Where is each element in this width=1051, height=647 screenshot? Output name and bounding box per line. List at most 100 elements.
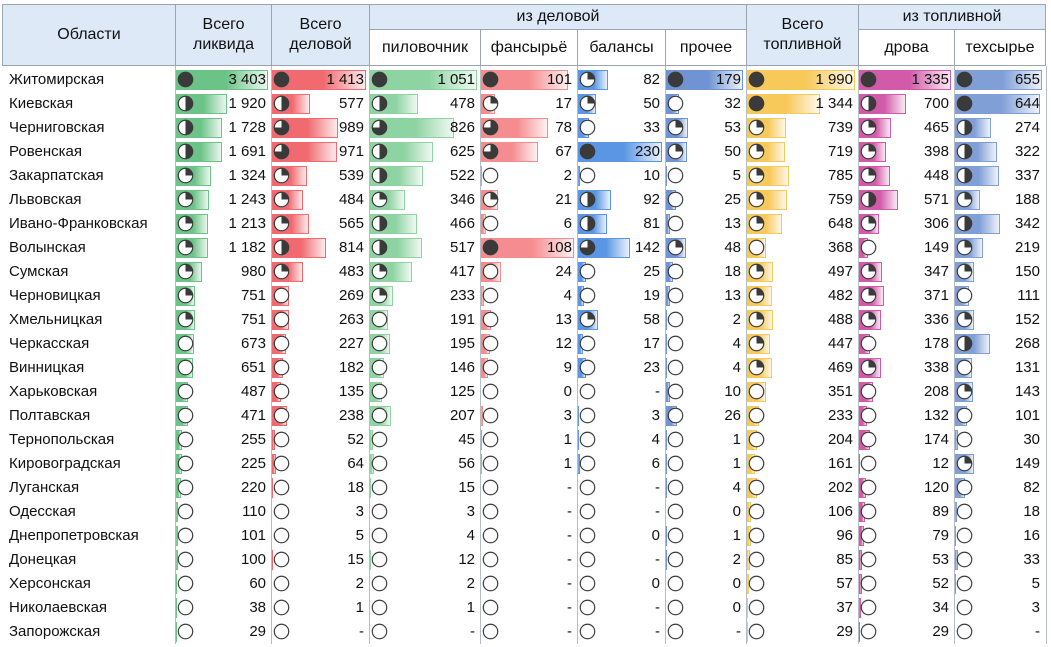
cell-other[interactable]: 0 [665,500,747,524]
cell-techwood[interactable]: 16 [954,524,1046,548]
cell-total-business[interactable]: 135 [271,380,370,404]
cell-veneer[interactable]: - [480,620,578,644]
cell-other[interactable]: 48 [665,236,747,260]
cell-total-liquid[interactable]: 225 [175,452,272,476]
header-of-business[interactable]: из деловой [369,4,747,30]
cell-pulpwood[interactable]: 0 [577,524,666,548]
region-name[interactable]: Запорожская [9,623,101,640]
cell-sawlogs[interactable]: 1 051 [369,68,481,92]
cell-other[interactable]: - [665,620,747,644]
header-total-fuel[interactable]: Всего топливной [746,4,859,66]
cell-other[interactable]: 50 [665,140,747,164]
cell-total-fuel[interactable]: 351 [746,380,859,404]
header-sawlogs[interactable]: пиловочник [369,29,481,66]
cell-techwood[interactable]: 18 [954,500,1046,524]
cell-sawlogs[interactable]: - [369,620,481,644]
cell-pulpwood[interactable]: 50 [577,92,666,116]
cell-sawlogs[interactable]: 625 [369,140,481,164]
cell-veneer[interactable]: - [480,476,578,500]
cell-total-fuel[interactable]: 1 990 [746,68,859,92]
cell-veneer[interactable]: 67 [480,140,578,164]
cell-techwood[interactable]: 644 [954,92,1046,116]
cell-firewood[interactable]: 1 335 [858,68,955,92]
header-other[interactable]: прочее [665,29,747,66]
cell-total-liquid[interactable]: 29 [175,620,272,644]
cell-total-fuel[interactable]: 482 [746,284,859,308]
cell-veneer[interactable]: - [480,572,578,596]
cell-veneer[interactable]: 4 [480,284,578,308]
cell-techwood[interactable]: - [954,620,1046,644]
cell-veneer[interactable]: - [480,524,578,548]
cell-total-business[interactable]: 814 [271,236,370,260]
cell-pulpwood[interactable]: - [577,500,666,524]
cell-sawlogs[interactable]: 4 [369,524,481,548]
cell-total-liquid[interactable]: 1 324 [175,164,272,188]
region-name[interactable]: Сумская [9,263,69,280]
cell-techwood[interactable]: 268 [954,332,1046,356]
cell-techwood[interactable]: 33 [954,548,1046,572]
cell-total-fuel[interactable]: 204 [746,428,859,452]
cell-firewood[interactable]: 34 [858,596,955,620]
region-name[interactable]: Волынская [9,239,86,256]
cell-total-fuel[interactable]: 202 [746,476,859,500]
cell-total-liquid[interactable]: 60 [175,572,272,596]
cell-sawlogs[interactable]: 45 [369,428,481,452]
cell-techwood[interactable]: 111 [954,284,1046,308]
cell-veneer[interactable]: 101 [480,68,578,92]
cell-total-liquid[interactable]: 1 728 [175,116,272,140]
cell-total-liquid[interactable]: 255 [175,428,272,452]
cell-total-fuel[interactable]: 1 344 [746,92,859,116]
cell-sawlogs[interactable]: 2 [369,572,481,596]
cell-techwood[interactable]: 5 [954,572,1046,596]
cell-total-fuel[interactable]: 368 [746,236,859,260]
cell-total-business[interactable]: 52 [271,428,370,452]
cell-other[interactable]: 13 [665,284,747,308]
cell-total-business[interactable]: 483 [271,260,370,284]
region-name[interactable]: Ровенская [9,143,82,160]
cell-sawlogs[interactable]: 15 [369,476,481,500]
cell-techwood[interactable]: 30 [954,428,1046,452]
cell-firewood[interactable]: 29 [858,620,955,644]
region-name[interactable]: Ивано-Франковская [9,215,148,232]
cell-total-fuel[interactable]: 233 [746,404,859,428]
cell-other[interactable]: 1 [665,524,747,548]
cell-pulpwood[interactable]: 17 [577,332,666,356]
cell-total-fuel[interactable]: 785 [746,164,859,188]
region-name[interactable]: Львовская [9,191,82,208]
cell-firewood[interactable]: 120 [858,476,955,500]
cell-techwood[interactable]: 188 [954,188,1046,212]
cell-sawlogs[interactable]: 3 [369,500,481,524]
cell-other[interactable]: 179 [665,68,747,92]
cell-total-fuel[interactable]: 37 [746,596,859,620]
region-name[interactable]: Херсонская [9,575,91,592]
cell-other[interactable]: 2 [665,548,747,572]
region-name[interactable]: Днепропетровская [9,527,139,544]
cell-total-liquid[interactable]: 651 [175,356,272,380]
cell-other[interactable]: 10 [665,380,747,404]
cell-total-fuel[interactable]: 739 [746,116,859,140]
cell-total-fuel[interactable]: 759 [746,188,859,212]
cell-veneer[interactable]: 17 [480,92,578,116]
cell-veneer[interactable]: 1 [480,428,578,452]
cell-techwood[interactable]: 337 [954,164,1046,188]
cell-total-liquid[interactable]: 100 [175,548,272,572]
cell-sawlogs[interactable]: 1 [369,596,481,620]
cell-total-business[interactable]: 565 [271,212,370,236]
cell-pulpwood[interactable]: 3 [577,404,666,428]
cell-total-fuel[interactable]: 29 [746,620,859,644]
cell-firewood[interactable]: 465 [858,116,955,140]
cell-techwood[interactable]: 101 [954,404,1046,428]
cell-firewood[interactable]: 53 [858,548,955,572]
cell-other[interactable]: 0 [665,572,747,596]
cell-veneer[interactable]: 3 [480,404,578,428]
cell-sawlogs[interactable]: 207 [369,404,481,428]
cell-total-business[interactable]: 238 [271,404,370,428]
cell-pulpwood[interactable]: 0 [577,572,666,596]
cell-pulpwood[interactable]: 33 [577,116,666,140]
cell-firewood[interactable]: 306 [858,212,955,236]
cell-techwood[interactable]: 322 [954,140,1046,164]
cell-total-fuel[interactable]: 96 [746,524,859,548]
cell-total-business[interactable]: 971 [271,140,370,164]
cell-sawlogs[interactable]: 346 [369,188,481,212]
cell-firewood[interactable]: 12 [858,452,955,476]
